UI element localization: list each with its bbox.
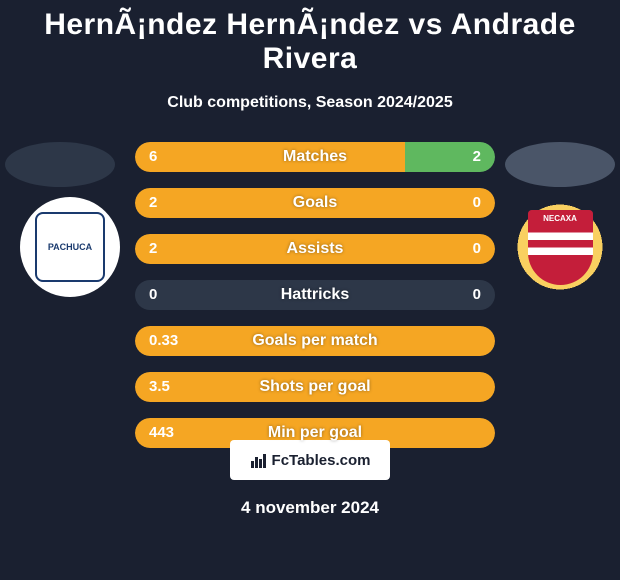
left-team-badge-label: PACHUCA (35, 212, 105, 282)
stat-bars-container: 6Matches22Goals02Assists00Hattricks00.33… (135, 142, 495, 464)
stat-label: Matches (135, 142, 495, 172)
subtitle: Club competitions, Season 2024/2025 (0, 94, 620, 112)
right-oval-decoration (505, 142, 615, 187)
stat-row: 2Assists0 (135, 234, 495, 264)
stat-label: Min per goal (135, 418, 495, 448)
right-team-badge: NECAXA (510, 197, 610, 297)
stat-right-value: 2 (473, 142, 481, 172)
comparison-content: PACHUCA NECAXA 6Matches22Goals02Assists0… (0, 142, 620, 482)
footer-date: 4 november 2024 (0, 498, 620, 518)
stat-row: 2Goals0 (135, 188, 495, 218)
brand-icon (250, 451, 268, 469)
brand-text: FcTables.com (272, 452, 371, 469)
stat-right-value: 0 (473, 234, 481, 264)
stat-row: 0Hattricks0 (135, 280, 495, 310)
left-team-badge: PACHUCA (20, 197, 120, 297)
stat-label: Goals per match (135, 326, 495, 356)
stat-right-value: 0 (473, 280, 481, 310)
left-oval-decoration (5, 142, 115, 187)
stat-label: Goals (135, 188, 495, 218)
stat-label: Assists (135, 234, 495, 264)
stat-label: Hattricks (135, 280, 495, 310)
stat-row: 443Min per goal (135, 418, 495, 448)
stat-row: 0.33Goals per match (135, 326, 495, 356)
page-title: HernÃ¡ndez HernÃ¡ndez vs Andrade Rivera (0, 0, 620, 76)
stat-right-value: 0 (473, 188, 481, 218)
right-team-badge-label: NECAXA (528, 210, 593, 285)
stat-label: Shots per goal (135, 372, 495, 402)
stat-row: 3.5Shots per goal (135, 372, 495, 402)
stat-row: 6Matches2 (135, 142, 495, 172)
